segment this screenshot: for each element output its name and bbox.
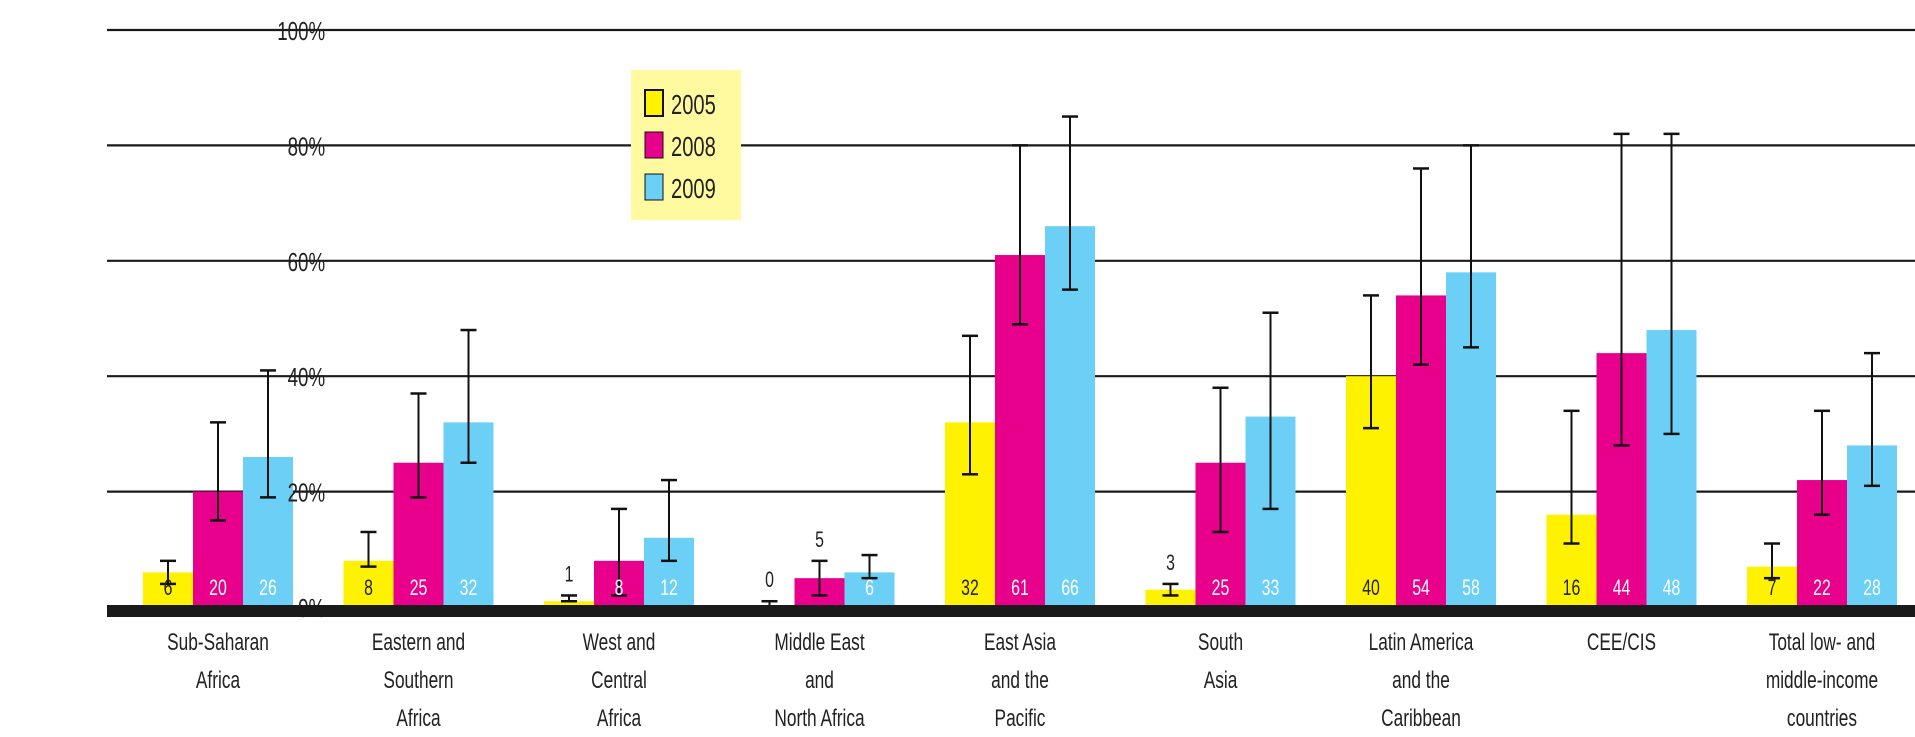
x-axis-baseline [107, 605, 1915, 617]
data-label: 5 [815, 528, 824, 552]
data-label: 3 [1166, 552, 1175, 576]
data-label: 40 [1362, 577, 1380, 601]
bar [343, 560, 394, 607]
data-label: 44 [1613, 577, 1631, 601]
x-category-label: Eastern and [372, 629, 465, 655]
data-label: 32 [460, 577, 478, 601]
x-category-label: Middle East [774, 629, 864, 655]
x-category-label: Africa [597, 705, 641, 731]
y-tick-label: 60% [288, 247, 325, 277]
legend-label: 2009 [671, 174, 716, 205]
x-category-label: East Asia [984, 629, 1056, 655]
bar-layer [143, 226, 1897, 607]
data-label: 33 [1262, 577, 1280, 601]
data-label: 22 [1813, 577, 1831, 601]
data-label: 54 [1412, 577, 1430, 601]
data-label: 66 [1061, 577, 1079, 601]
y-tick-label: 100% [277, 16, 325, 46]
data-label: 25 [1212, 577, 1230, 601]
x-category-label: and [805, 667, 834, 693]
data-label: 8 [364, 577, 373, 601]
data-label-layer: 6 20 26 8 25 32 1 8 12 0 5 6 32 61 66 3 25 33 40 54 58 16 44 48… [164, 528, 1881, 600]
data-label: 26 [259, 577, 277, 601]
data-label: 6 [865, 577, 874, 601]
data-label: 1 [565, 563, 574, 587]
data-label: 7 [1768, 577, 1777, 601]
x-category-label: and the [991, 667, 1049, 693]
x-category-label: West and [583, 629, 656, 655]
data-label: 28 [1863, 577, 1881, 601]
y-tick-label: 20% [288, 477, 325, 507]
data-label: 16 [1563, 577, 1581, 601]
y-tick-label: 40% [288, 362, 325, 392]
data-label: 6 [164, 577, 173, 601]
x-category-label: Caribbean [1381, 705, 1461, 731]
axis-layer: 0%20%40%60%80%100%Sub-SaharanAfricaEaste… [107, 16, 1915, 732]
data-label: 32 [961, 577, 979, 601]
data-label: 25 [410, 577, 428, 601]
bar [1145, 589, 1196, 607]
x-category-label: Total low- and [1769, 629, 1876, 655]
x-category-label: North Africa [774, 705, 865, 731]
x-category-label: South [1198, 629, 1243, 655]
legend-swatch [644, 89, 664, 117]
legend-label: 2005 [671, 90, 716, 121]
data-label: 61 [1011, 577, 1029, 601]
x-category-label: CEE/CIS [1587, 629, 1656, 655]
x-category-label: countries [1787, 705, 1857, 731]
x-category-label: Africa [396, 705, 440, 731]
x-category-label: Latin America [1369, 629, 1474, 655]
data-label: 20 [209, 577, 227, 601]
x-category-label: Africa [196, 667, 240, 693]
x-category-label: Pacific [995, 705, 1046, 731]
x-category-label: Southern [383, 667, 453, 693]
error-bar-layer [160, 115, 1880, 609]
legend: 2005 2008 2009 [631, 70, 741, 220]
x-category-label: Sub-Saharan [167, 629, 269, 655]
legend-label: 2008 [671, 132, 716, 163]
x-category-label: and the [1392, 667, 1450, 693]
x-category-label: middle-income [1766, 667, 1878, 693]
data-label: 58 [1462, 577, 1480, 601]
data-label: 8 [615, 577, 624, 601]
data-label: 12 [660, 577, 678, 601]
y-tick-label: 80% [288, 131, 325, 161]
bar [544, 601, 594, 607]
legend-swatch [644, 173, 664, 201]
x-category-label: Asia [1204, 667, 1238, 693]
data-label: 0 [765, 569, 774, 593]
x-category-label: Central [591, 667, 647, 693]
data-label: 48 [1663, 577, 1681, 601]
legend-swatch [644, 131, 664, 159]
